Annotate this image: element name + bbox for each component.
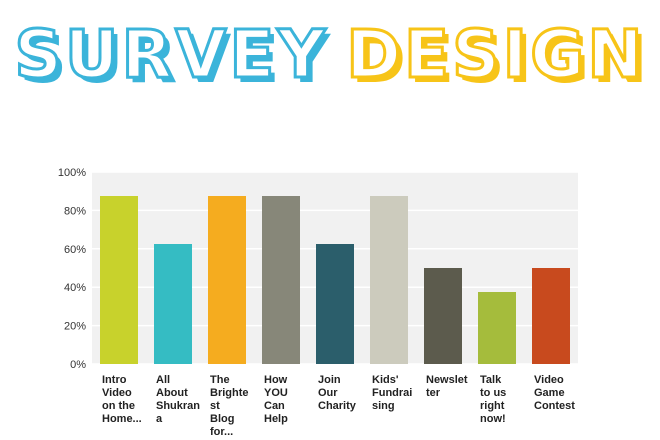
bar: [532, 268, 570, 364]
y-tick-label: 20%: [64, 321, 86, 333]
x-tick-label: Newslet ter: [426, 374, 468, 399]
bar: [100, 196, 138, 364]
y-tick-label: 100%: [58, 167, 86, 179]
x-tick-label: Join Our Charity: [318, 374, 357, 412]
x-tick-label: All About Shukran a: [156, 374, 200, 425]
bar: [478, 292, 516, 364]
bar: [208, 196, 246, 364]
x-tick-label: Kids' Fundrai sing: [372, 374, 412, 412]
x-tick-label: Video Game Contest: [534, 374, 575, 412]
y-tick-label: 80%: [64, 205, 86, 217]
bar-chart: 0% 20% 40% 60% 80% 100% Intro Video on the Home..…: [58, 167, 578, 438]
y-tick-label: 0%: [70, 359, 86, 371]
page-title: SURVEY DESIGN: [0, 20, 660, 89]
title-word-survey: SURVEY: [13, 16, 329, 93]
y-tick-label: 60%: [64, 244, 86, 256]
x-tick-label: How YOU Can Help: [264, 374, 288, 425]
bar: [370, 196, 408, 364]
y-tick-label: 40%: [64, 282, 86, 294]
title-word-design: DESIGN: [345, 16, 646, 93]
bar: [154, 244, 192, 364]
bar: [424, 268, 462, 364]
bar: [262, 196, 300, 364]
x-tick-label: The Brighte st Blog for...: [210, 374, 249, 438]
bar: [316, 244, 354, 364]
x-tick-label: Talk to us right now!: [480, 374, 506, 425]
x-tick-label: Intro Video on the Home...: [102, 374, 142, 425]
